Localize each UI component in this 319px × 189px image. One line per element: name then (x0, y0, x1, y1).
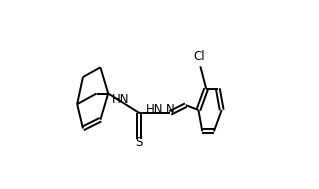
Text: S: S (136, 136, 143, 149)
Text: HN: HN (112, 93, 130, 106)
Text: HN: HN (146, 102, 164, 115)
Text: Cl: Cl (194, 50, 205, 63)
Text: N: N (166, 102, 175, 115)
